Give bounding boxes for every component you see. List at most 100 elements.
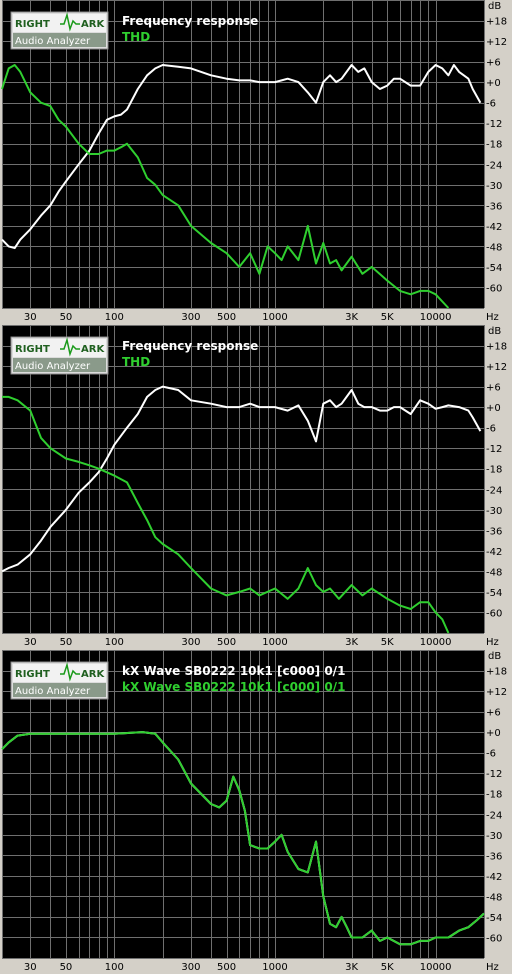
series-line-2 [2,395,450,634]
x-tick-label: 10000 [420,312,452,323]
x-tick-label: 50 [60,637,73,648]
y-tick-label: -18 [486,465,502,476]
chart-panel-1: dB +18 +12 +6 +0 -6 -12 -18 -24 -30 -36 -42 -48 -54 -6… [1,0,507,323]
legend-entry-2: THD [122,355,150,369]
plot-area [2,0,484,308]
x-tick-label: 30 [24,637,37,648]
y-tick-label: -24 [486,485,502,496]
y-tick-label: -24 [486,810,502,821]
y-tick-label: -60 [486,933,502,944]
y-tick-label: +6 [486,708,501,719]
x-tick-label: 10000 [420,962,452,973]
x-tick-label: 500 [217,312,236,323]
rmaa-logo: RIGHT ARK Audio Analyzer [10,11,109,50]
series-line-1 [1,385,482,573]
logo-top-band [13,14,106,32]
y-tick-label: -18 [486,140,502,151]
y-tick-label: +6 [486,58,501,69]
logo-waveform-icon [60,337,80,357]
logo-waveform-icon [60,662,80,682]
x-axis: 30 50 100 300 500 1000 3K 5K 10000 Hz [24,312,499,323]
x-tick-label: 300 [181,962,200,973]
logo-brand-right: ARK [81,19,105,30]
y-tick-label: -24 [486,160,502,171]
x-tick-label: 500 [217,637,236,648]
x-unit-label: Hz [486,962,499,973]
y-tick-label: -30 [486,181,502,192]
y-unit-label: dB [488,1,501,12]
y-tick-label: -12 [486,119,502,130]
y-tick-label: -48 [486,567,502,578]
x-tick-label: 3K [345,637,358,648]
y-tick-label: +0 [486,728,501,739]
legend-entry-1: Frequency response [122,339,258,353]
y-tick-label: -60 [486,283,502,294]
series-line-1 [1,64,482,250]
x-tick-label: 1000 [262,637,287,648]
plot-area [2,325,484,633]
legend-entry-1: kX Wave SB0222 10k1 [c000] 0/1 [122,664,345,678]
y-tick-label: -18 [486,790,502,801]
x-tick-label: 3K [345,962,358,973]
y-tick-label: +18 [486,17,507,28]
y-tick-label: -42 [486,222,502,233]
y-tick-label: -6 [486,424,496,435]
logo-bottom-band [13,33,106,47]
legend-entry-2: THD [122,30,150,44]
logo-subtitle: Audio Analyzer [15,686,91,697]
logo-top-band [13,664,106,682]
y-tick-label: +18 [486,342,507,353]
y-tick-label: -30 [486,831,502,842]
x-tick-label: 30 [24,962,37,973]
y-unit-label: dB [488,651,501,662]
legend-entry-2: kX Wave SB0222 10k1 [c000] 0/1 [122,680,345,694]
legend-entry-1: Frequency response [122,14,258,28]
y-tick-label: +0 [486,78,501,89]
y-tick-label: +6 [486,383,501,394]
logo-brand-left: RIGHT [15,344,50,355]
x-tick-label: 100 [105,962,124,973]
x-tick-label: 5K [381,312,394,323]
grid [2,650,485,959]
y-tick-label: -48 [486,242,502,253]
y-unit-label: dB [488,326,501,337]
x-tick-label: 5K [381,962,394,973]
legend: kX Wave SB0222 10k1 [c000] 0/1 kX Wave SB… [122,664,345,694]
x-tick-label: 50 [60,962,73,973]
y-tick-label: -12 [486,444,502,455]
rmaa-logo: RIGHT ARK Audio Analyzer [10,336,109,375]
x-tick-label: 300 [181,312,200,323]
y-tick-label: -36 [486,201,502,212]
x-unit-label: Hz [486,637,499,648]
x-tick-label: 300 [181,637,200,648]
legend: Frequency response THD [122,339,258,369]
chart-panel-2: dB +18 +12 +6 +0 -6 -12 -18 -24 -30 -36 -42 -48 -54 -6… [1,325,507,648]
y-tick-label: +12 [486,37,507,48]
y-tick-label: -6 [486,749,496,760]
y-tick-label: -6 [486,99,496,110]
x-tick-label: 500 [217,962,236,973]
x-tick-label: 5K [381,637,394,648]
x-tick-label: 3K [345,312,358,323]
series-line-2 [1,731,485,946]
y-tick-label: -12 [486,769,502,780]
x-tick-label: 1000 [262,962,287,973]
y-tick-label: +12 [486,687,507,698]
logo-brand-left: RIGHT [15,19,50,30]
chart-panel-3: dB +18 +12 +6 +0 -6 -12 -18 -24 -30 -36 -42 -48 -54 -6… [1,650,507,973]
y-tick-label: +18 [486,667,507,678]
y-tick-label: -30 [486,506,502,517]
logo-top-band [13,339,106,357]
x-tick-label: 30 [24,312,37,323]
logo-subtitle: Audio Analyzer [15,361,91,372]
y-tick-label: +12 [486,362,507,373]
logo-brand-right: ARK [81,344,105,355]
series-line-2 [1,64,450,309]
y-tick-label: -54 [486,913,502,924]
x-tick-label: 1000 [262,312,287,323]
legend: Frequency response THD [122,14,258,44]
y-tick-label: +0 [486,403,501,414]
y-tick-label: -60 [486,608,502,619]
x-unit-label: Hz [486,312,499,323]
